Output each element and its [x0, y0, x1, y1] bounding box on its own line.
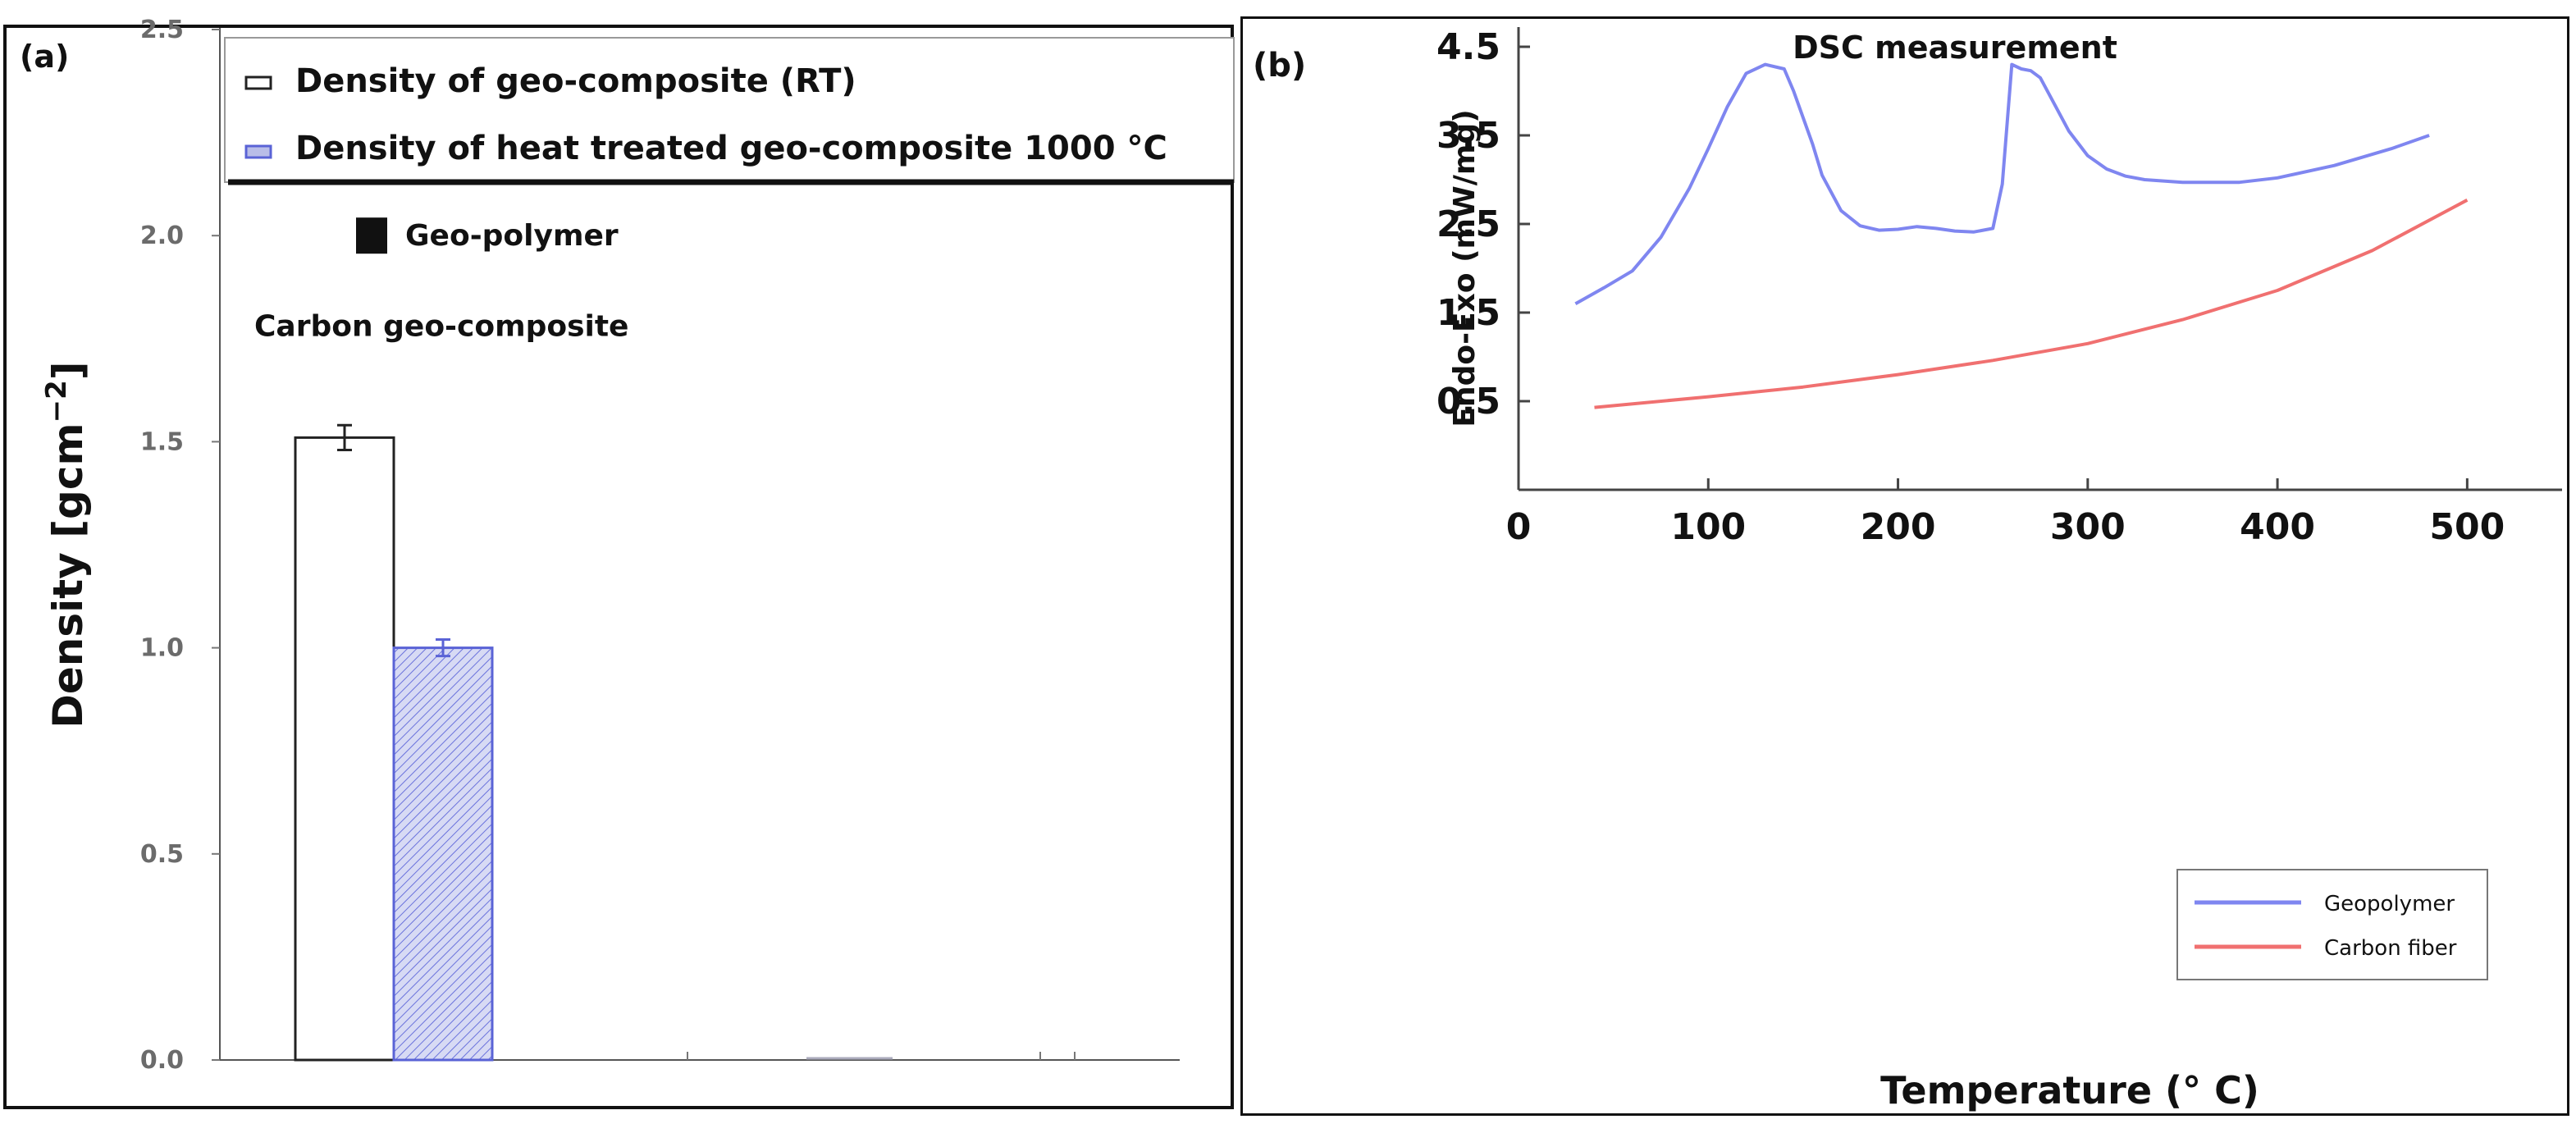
geo-polymer-annotation: Geo-polymer	[405, 219, 619, 253]
geo-polymer-marker	[356, 217, 387, 254]
legend-label-heat: Density of heat treated geo-composite 10…	[295, 130, 1167, 167]
panel-b: (b) DSC measurement 0.5 1.5 2.5 3.5 4.5 0 100 2…	[1240, 16, 2569, 1116]
y-tick-label: 2.5	[140, 16, 184, 44]
x-axis-label: Temperature (° C)	[1880, 1068, 2259, 1112]
y-tick-label: 2.5	[1436, 203, 1500, 245]
y-axis-label: Endo-Exo (mW/mg)	[1448, 109, 1482, 427]
x-tick-label: 100	[1670, 506, 1746, 548]
y-tick-label: 0.0	[140, 1046, 184, 1075]
legend: Geopolymer Carbon fiber	[2176, 869, 2488, 980]
chart-title: DSC measurement	[1793, 30, 2117, 66]
legend-label-rt: Density of geo-composite (RT)	[295, 62, 856, 100]
bar-chart: (a) 0.0 0.5 1.0 1.5 2.0 2.5 Density [gcm−2] G…	[20, 16, 1235, 1075]
carbon-geo-composite-annotation: Carbon geo-composite	[254, 310, 628, 344]
y-axis-label: Density [gcm−2]	[40, 361, 92, 728]
legend-label-carbon-fiber: Carbon fiber	[2324, 936, 2457, 961]
bar-rt	[294, 436, 395, 1062]
legend-box	[224, 37, 1235, 183]
y-tick-label: 3.5	[1436, 115, 1500, 157]
panel-a-label: (a)	[20, 39, 69, 75]
y-tick-label: 4.5	[1436, 26, 1500, 68]
panel-a: (a) 0.0 0.5 1.0 1.5 2.0 2.5 Density [gcm−2] G…	[3, 16, 1235, 1109]
x-tick-label: 200	[1861, 506, 1936, 548]
y-tick-label: 2.0	[140, 222, 184, 250]
x-tick-label: 0	[1506, 506, 1532, 548]
panel-b-label: (b)	[1253, 47, 1306, 85]
y-tick-label: 1.0	[140, 634, 184, 663]
series-line-carbon-fiber	[1594, 199, 2469, 409]
x-tick-label: 400	[2240, 506, 2315, 548]
legend-swatch-heat	[244, 144, 272, 159]
bar-heat-treated	[392, 646, 494, 1062]
y-tick-label: 1.5	[1436, 292, 1500, 334]
y-tick-label: 1.5	[140, 427, 184, 456]
line-chart: (b) DSC measurement 0.5 1.5 2.5 3.5 4.5 0 100 2…	[1253, 26, 2562, 1112]
legend-swatch-rt	[244, 75, 272, 90]
legend: Density of geo-composite (RT) Density of…	[224, 37, 1235, 185]
series-line-geopolymer	[1574, 62, 2430, 305]
y-tick-label: 0.5	[1436, 381, 1500, 423]
legend-box	[2176, 869, 2488, 980]
legend-label-geopolymer: Geopolymer	[2324, 892, 2455, 916]
x-tick-label: 300	[2050, 506, 2126, 548]
y-tick-label: 0.5	[140, 840, 184, 869]
x-tick-label: 500	[2429, 506, 2505, 548]
